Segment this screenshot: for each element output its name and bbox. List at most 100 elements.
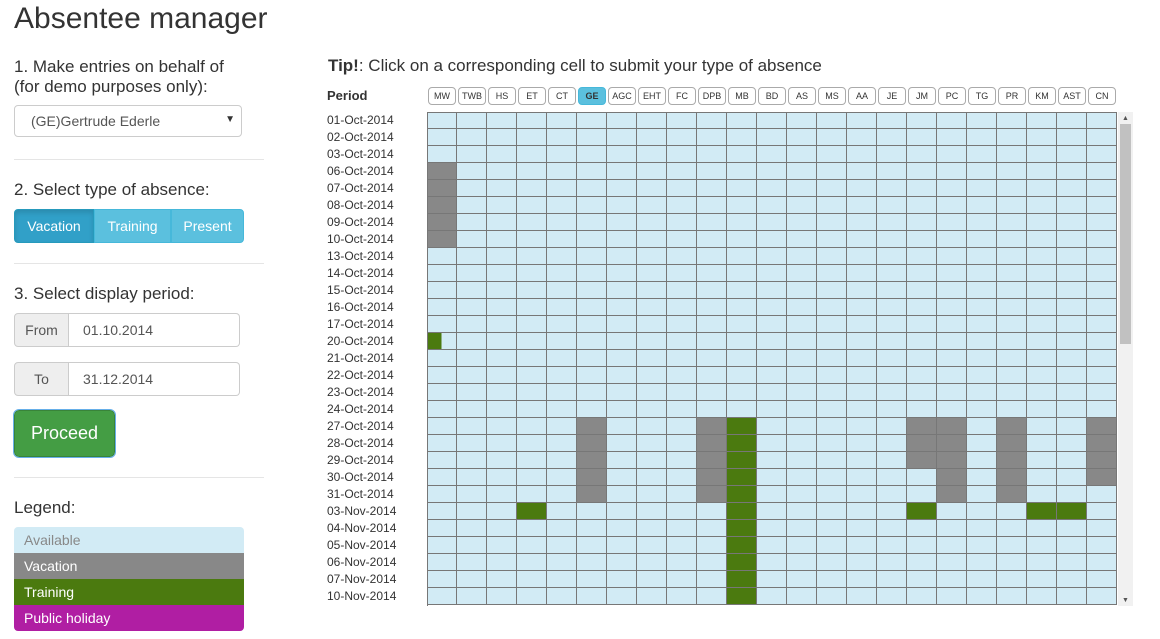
grid-cell[interactable]	[667, 248, 697, 265]
grid-cell[interactable]	[427, 248, 457, 265]
grid-cell[interactable]	[937, 333, 967, 350]
column-header-ast[interactable]: AST	[1058, 87, 1086, 105]
grid-cell[interactable]	[697, 282, 727, 299]
column-header-et[interactable]: ET	[518, 87, 546, 105]
grid-cell[interactable]	[547, 129, 577, 146]
grid-cell[interactable]	[517, 435, 547, 452]
grid-cell[interactable]	[817, 214, 847, 231]
grid-cell[interactable]	[907, 367, 937, 384]
grid-cell[interactable]	[1027, 350, 1057, 367]
grid-cell[interactable]	[667, 435, 697, 452]
column-header-dpb[interactable]: DPB	[698, 87, 726, 105]
grid-cell[interactable]	[1057, 486, 1087, 503]
grid-cell[interactable]	[637, 265, 667, 282]
grid-cell[interactable]	[487, 418, 517, 435]
grid-cell[interactable]	[607, 112, 637, 129]
grid-cell[interactable]	[847, 469, 877, 486]
grid-cell[interactable]	[937, 469, 967, 486]
grid-cell[interactable]	[967, 146, 997, 163]
grid-cell[interactable]	[457, 520, 487, 537]
grid-cell[interactable]	[667, 554, 697, 571]
grid-cell[interactable]	[697, 248, 727, 265]
grid-cell[interactable]	[1087, 401, 1117, 418]
grid-cell[interactable]	[907, 384, 937, 401]
grid-cell[interactable]	[937, 316, 967, 333]
grid-cell[interactable]	[967, 469, 997, 486]
grid-cell[interactable]	[727, 248, 757, 265]
grid-cell[interactable]	[577, 146, 607, 163]
grid-cell[interactable]	[667, 418, 697, 435]
grid-cell[interactable]	[877, 384, 907, 401]
grid-cell[interactable]	[877, 146, 907, 163]
grid-cell[interactable]	[427, 452, 457, 469]
grid-cell[interactable]	[457, 537, 487, 554]
grid-cell[interactable]	[1027, 248, 1057, 265]
grid-cell[interactable]	[637, 214, 667, 231]
grid-cell[interactable]	[997, 248, 1027, 265]
grid-cell[interactable]	[667, 197, 697, 214]
column-header-hs[interactable]: HS	[488, 87, 516, 105]
grid-cell[interactable]	[907, 520, 937, 537]
grid-cell[interactable]	[577, 299, 607, 316]
grid-cell[interactable]	[997, 282, 1027, 299]
column-header-pc[interactable]: PC	[938, 87, 966, 105]
grid-cell[interactable]	[757, 129, 787, 146]
grid-cell[interactable]	[847, 571, 877, 588]
grid-cell[interactable]	[907, 418, 937, 435]
grid-cell[interactable]	[727, 282, 757, 299]
grid-cell[interactable]	[457, 231, 487, 248]
grid-cell[interactable]	[517, 146, 547, 163]
grid-cell[interactable]	[427, 486, 457, 503]
grid-cell[interactable]	[1057, 469, 1087, 486]
grid-cell[interactable]	[697, 180, 727, 197]
grid-cell[interactable]	[637, 367, 667, 384]
grid-cell[interactable]	[547, 452, 577, 469]
to-date-input[interactable]: 31.12.2014	[69, 362, 240, 396]
grid-cell[interactable]	[667, 367, 697, 384]
grid-cell[interactable]	[487, 146, 517, 163]
grid-cell[interactable]	[517, 214, 547, 231]
grid-cell[interactable]	[637, 571, 667, 588]
grid-cell[interactable]	[697, 469, 727, 486]
grid-cell[interactable]	[637, 486, 667, 503]
grid-cell[interactable]	[937, 146, 967, 163]
scrollbar-thumb[interactable]	[1120, 124, 1131, 344]
grid-cell[interactable]	[547, 231, 577, 248]
grid-cell[interactable]	[697, 214, 727, 231]
grid-cell[interactable]	[787, 282, 817, 299]
grid-cell[interactable]	[487, 537, 517, 554]
grid-cell[interactable]	[907, 265, 937, 282]
grid-cell[interactable]	[427, 384, 457, 401]
grid-cell[interactable]	[877, 112, 907, 129]
grid-cell[interactable]	[967, 452, 997, 469]
grid-cell[interactable]	[1057, 537, 1087, 554]
grid-cell[interactable]	[517, 588, 547, 605]
grid-cell[interactable]	[757, 231, 787, 248]
grid-cell[interactable]	[1057, 350, 1087, 367]
grid-cell[interactable]	[1057, 282, 1087, 299]
grid-cell[interactable]	[577, 282, 607, 299]
grid-cell[interactable]	[967, 248, 997, 265]
grid-cell[interactable]	[847, 129, 877, 146]
grid-cell[interactable]	[937, 418, 967, 435]
grid-cell[interactable]	[757, 537, 787, 554]
grid-cell[interactable]	[727, 418, 757, 435]
grid-cell[interactable]	[1057, 571, 1087, 588]
grid-cell[interactable]	[607, 197, 637, 214]
grid-cell[interactable]	[577, 418, 607, 435]
grid-cell[interactable]	[907, 248, 937, 265]
grid-cell[interactable]	[577, 316, 607, 333]
grid-cell[interactable]	[577, 112, 607, 129]
grid-cell[interactable]	[577, 537, 607, 554]
grid-cell[interactable]	[907, 452, 937, 469]
grid-cell[interactable]	[577, 503, 607, 520]
grid-cell[interactable]	[937, 537, 967, 554]
grid-cell[interactable]	[847, 452, 877, 469]
grid-cell[interactable]	[727, 469, 757, 486]
grid-cell[interactable]	[907, 486, 937, 503]
grid-cell[interactable]	[667, 146, 697, 163]
grid-cell[interactable]	[787, 231, 817, 248]
grid-cell[interactable]	[967, 350, 997, 367]
grid-cell[interactable]	[1057, 163, 1087, 180]
grid-cell[interactable]	[907, 197, 937, 214]
